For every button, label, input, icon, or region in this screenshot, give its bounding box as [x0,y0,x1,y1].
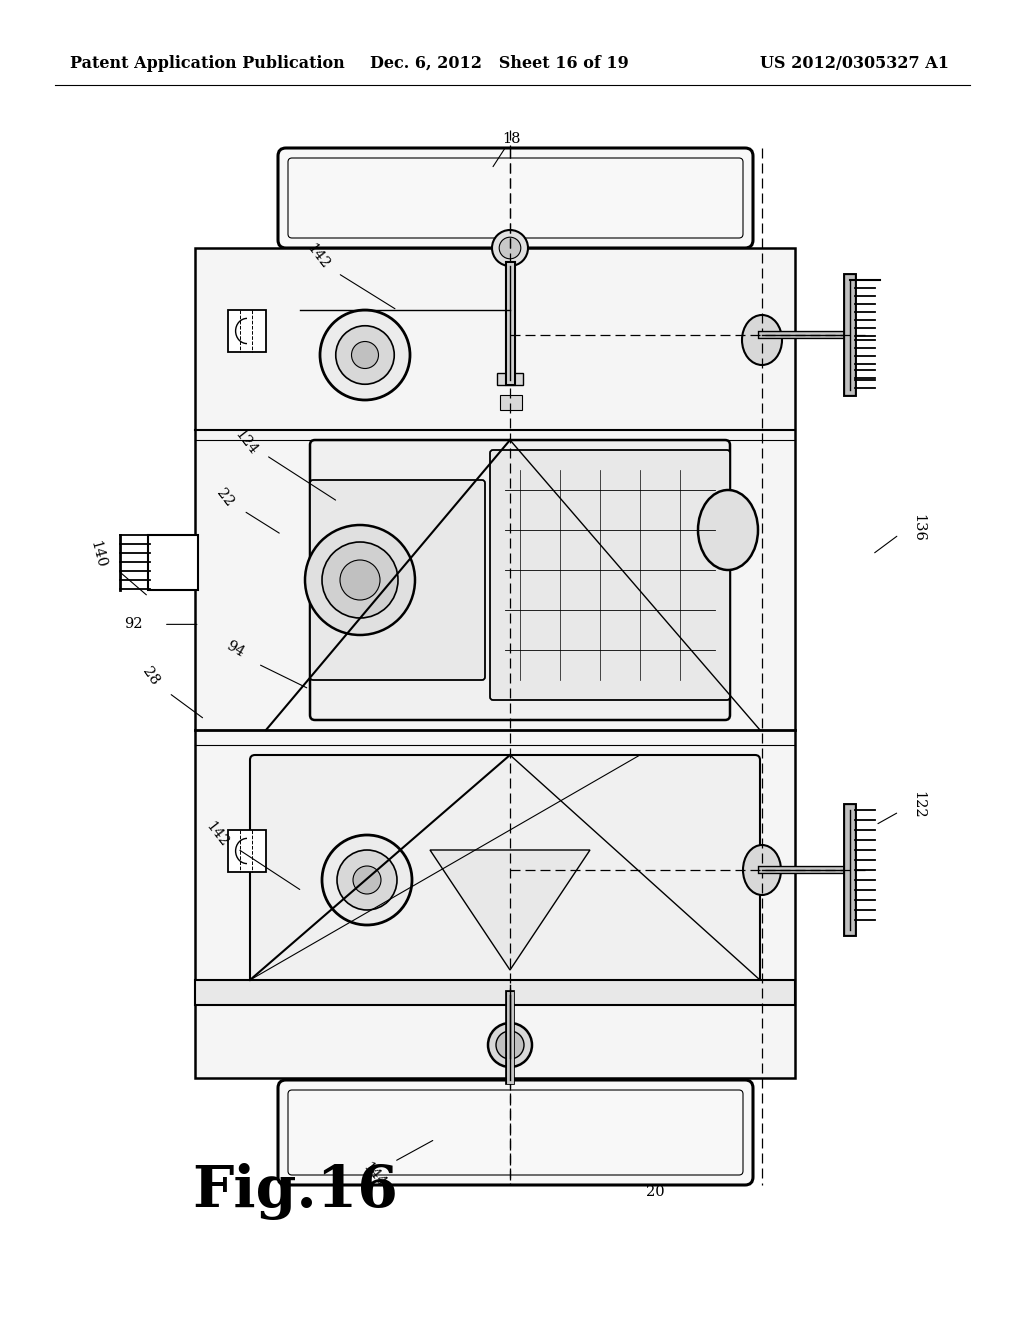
Bar [195,979,795,1005]
Ellipse shape [742,315,782,366]
Text: 144: 144 [359,1160,388,1189]
Bar [148,535,198,590]
Circle shape [322,836,412,925]
Text: 140: 140 [87,539,108,570]
Text: Patent Application Publication: Patent Application Publication [70,55,345,73]
Circle shape [353,866,381,894]
FancyBboxPatch shape [310,440,730,719]
Text: Fig.16: Fig.16 [193,1163,398,1220]
FancyBboxPatch shape [490,450,730,700]
Text: 142: 142 [203,818,231,850]
Bar [500,395,522,411]
Circle shape [305,525,415,635]
Circle shape [336,326,394,384]
Text: Dec. 6, 2012   Sheet 16 of 19: Dec. 6, 2012 Sheet 16 of 19 [370,55,629,73]
Text: 28: 28 [139,664,162,688]
Circle shape [488,1023,532,1067]
Circle shape [351,342,379,368]
FancyBboxPatch shape [310,480,485,680]
Ellipse shape [743,845,781,895]
Text: 20: 20 [646,1185,665,1199]
Text: 122: 122 [911,792,926,818]
Ellipse shape [698,490,758,570]
Circle shape [337,850,397,909]
Circle shape [319,310,410,400]
Bar [228,830,266,873]
Circle shape [492,230,528,267]
Bar [195,248,795,1078]
FancyBboxPatch shape [278,1080,753,1185]
Circle shape [322,543,398,618]
FancyBboxPatch shape [278,148,753,248]
Text: 22: 22 [214,486,237,510]
Text: 124: 124 [231,426,260,458]
Bar [497,374,523,385]
Text: 92: 92 [124,618,142,631]
Bar [228,310,266,352]
FancyBboxPatch shape [250,755,760,985]
Circle shape [500,238,521,259]
Text: 136: 136 [911,513,926,543]
Circle shape [496,1031,524,1059]
Text: 94: 94 [224,639,247,660]
Circle shape [340,560,380,601]
Polygon shape [430,850,590,970]
Text: 142: 142 [303,240,332,272]
Text: 18: 18 [503,132,521,145]
Text: US 2012/0305327 A1: US 2012/0305327 A1 [760,55,949,73]
